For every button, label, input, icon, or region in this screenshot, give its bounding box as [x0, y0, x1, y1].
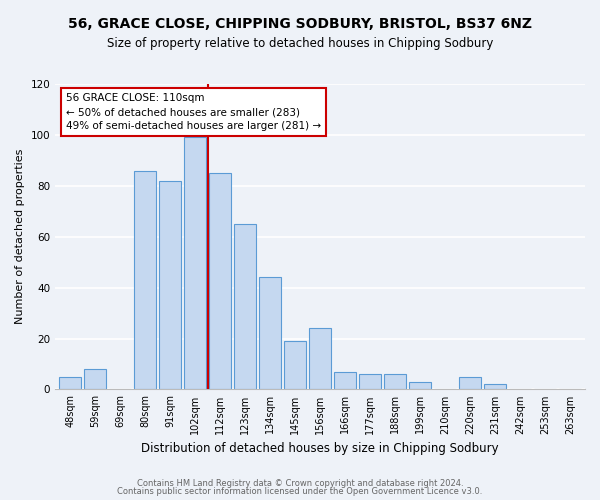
- Bar: [59, 376, 82, 390]
- Bar: [159, 180, 181, 390]
- Bar: [459, 376, 481, 390]
- Bar: [309, 328, 331, 390]
- Bar: [484, 384, 506, 390]
- Text: 56, GRACE CLOSE, CHIPPING SODBURY, BRISTOL, BS37 6NZ: 56, GRACE CLOSE, CHIPPING SODBURY, BRIST…: [68, 18, 532, 32]
- Bar: [259, 278, 281, 390]
- Bar: [284, 341, 307, 390]
- Bar: [334, 372, 356, 390]
- Bar: [409, 382, 431, 390]
- Bar: [134, 170, 157, 390]
- Y-axis label: Number of detached properties: Number of detached properties: [15, 149, 25, 324]
- Bar: [184, 138, 206, 390]
- Text: Size of property relative to detached houses in Chipping Sodbury: Size of property relative to detached ho…: [107, 38, 493, 51]
- Bar: [234, 224, 256, 390]
- Bar: [84, 369, 106, 390]
- Bar: [384, 374, 406, 390]
- X-axis label: Distribution of detached houses by size in Chipping Sodbury: Distribution of detached houses by size …: [141, 442, 499, 455]
- Text: 56 GRACE CLOSE: 110sqm
← 50% of detached houses are smaller (283)
49% of semi-de: 56 GRACE CLOSE: 110sqm ← 50% of detached…: [66, 93, 321, 131]
- Bar: [209, 173, 232, 390]
- Text: Contains HM Land Registry data © Crown copyright and database right 2024.: Contains HM Land Registry data © Crown c…: [137, 478, 463, 488]
- Text: Contains public sector information licensed under the Open Government Licence v3: Contains public sector information licen…: [118, 487, 482, 496]
- Bar: [359, 374, 382, 390]
